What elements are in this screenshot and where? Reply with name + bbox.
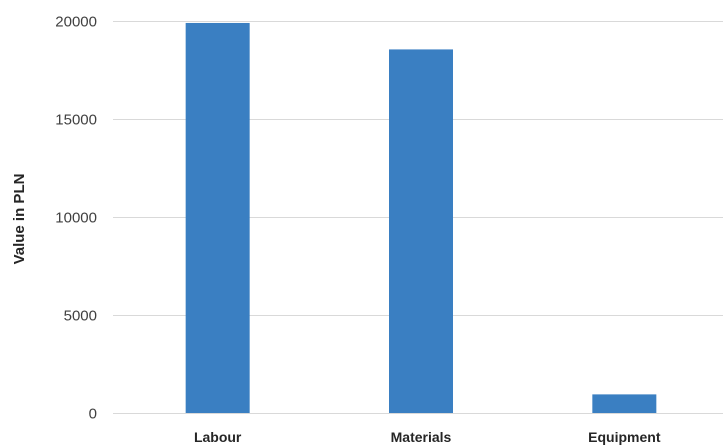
- x-axis-categories: Labour Materials Equipment: [194, 429, 661, 445]
- bars: [185, 22, 657, 414]
- y-axis-title: Value in PLN: [11, 174, 28, 265]
- x-category-label: Labour: [194, 429, 242, 445]
- y-tick-label: 5000: [64, 308, 97, 325]
- x-category-label: Equipment: [588, 429, 661, 445]
- x-category-label: Materials: [391, 429, 452, 445]
- bar-materials: [389, 49, 453, 414]
- y-tick-label: 20000: [55, 14, 97, 31]
- y-tick-label: 10000: [55, 210, 97, 227]
- bar-labour: [185, 22, 250, 414]
- bar-equipment: [592, 394, 657, 413]
- y-tick-label: 15000: [55, 112, 97, 129]
- y-axis-ticks: 0 5000 10000 15000 20000: [55, 14, 97, 423]
- y-tick-label: 0: [89, 406, 97, 423]
